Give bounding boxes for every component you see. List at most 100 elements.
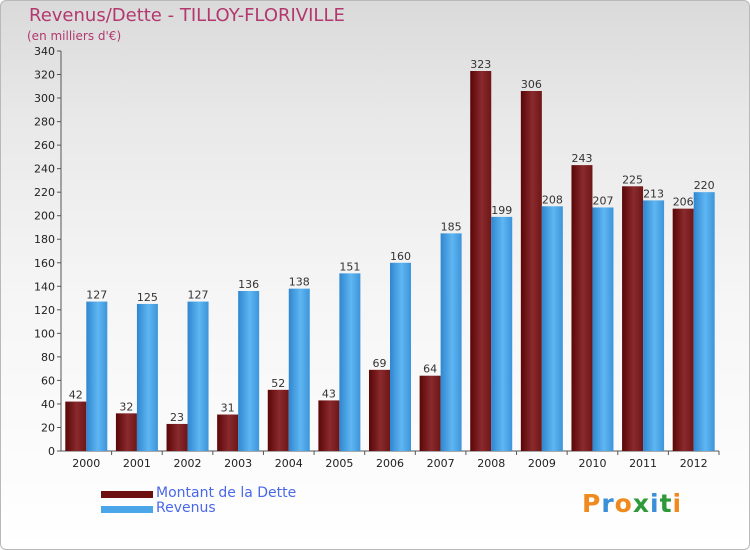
data-label: 127 xyxy=(86,289,107,302)
data-label: 151 xyxy=(339,260,360,273)
logo-letter: x xyxy=(632,489,650,518)
bar-revenus xyxy=(86,301,108,451)
x-tick-label: 2006 xyxy=(376,457,404,470)
bar-revenus xyxy=(339,273,361,451)
bar-dette xyxy=(369,369,390,451)
x-tick-label: 2000 xyxy=(72,457,100,470)
bar-dette xyxy=(470,71,492,451)
y-tick-label: 140 xyxy=(34,280,55,293)
bar-dette xyxy=(622,186,644,451)
bar-revenus xyxy=(136,303,158,451)
bar-revenus xyxy=(541,206,563,451)
bar-dette xyxy=(318,400,340,451)
x-tick-label: 2007 xyxy=(427,457,455,470)
data-label: 31 xyxy=(221,402,235,415)
data-label: 42 xyxy=(69,389,83,402)
y-tick-label: 240 xyxy=(34,163,55,176)
y-tick-label: 100 xyxy=(34,327,55,340)
y-tick-label: 120 xyxy=(34,304,55,317)
x-tick-label: 2004 xyxy=(275,457,303,470)
logo-letter: i xyxy=(672,489,683,518)
bar-revenus xyxy=(238,291,260,451)
bar-dette xyxy=(115,413,137,451)
data-label: 138 xyxy=(289,276,310,289)
data-label: 306 xyxy=(521,78,542,91)
y-tick-label: 320 xyxy=(34,69,55,82)
x-tick-label: 2010 xyxy=(578,457,606,470)
bar-dette xyxy=(571,165,593,451)
logo-letter: r xyxy=(601,489,615,518)
x-tick-label: 2001 xyxy=(123,457,151,470)
data-label: 52 xyxy=(271,377,285,390)
bar-revenus xyxy=(693,192,715,452)
legend-label-dette: Montant de la Dette xyxy=(156,485,297,501)
y-tick-label: 160 xyxy=(34,257,55,270)
proxiti-logo: Proxiti xyxy=(582,489,682,518)
y-tick-label: 0 xyxy=(48,445,55,458)
logo-letter: P xyxy=(582,489,602,518)
x-tick-label: 2003 xyxy=(224,457,252,470)
x-tick-label: 2012 xyxy=(680,457,708,470)
data-label: 64 xyxy=(423,363,437,376)
bar-revenus xyxy=(187,301,209,451)
logo-letter: t xyxy=(659,489,673,518)
data-label: 23 xyxy=(170,411,184,424)
data-label: 127 xyxy=(188,289,209,302)
data-label: 125 xyxy=(137,291,158,304)
data-label: 199 xyxy=(491,204,512,217)
y-tick-label: 220 xyxy=(34,186,55,199)
bar-dette xyxy=(217,414,239,451)
y-tick-label: 60 xyxy=(41,374,55,387)
logo-letter: o xyxy=(614,489,633,518)
y-tick-label: 180 xyxy=(34,233,55,246)
data-label: 69 xyxy=(373,357,387,370)
data-label: 206 xyxy=(673,196,694,209)
bar-revenus xyxy=(491,216,513,451)
y-tick-label: 340 xyxy=(34,45,55,58)
y-tick-label: 80 xyxy=(41,351,55,364)
chart-data-labels: 42 127 32 125 23 127 31 136 52 138 43 151 69 160 64 185… xyxy=(69,58,715,424)
data-label: 213 xyxy=(643,187,664,200)
bar-dette xyxy=(166,423,188,451)
x-tick-label: 2008 xyxy=(477,457,505,470)
bar-dette xyxy=(419,375,441,451)
data-label: 32 xyxy=(119,400,133,413)
x-tick-label: 2009 xyxy=(528,457,556,470)
chart-subtitle: (en milliers d'€) xyxy=(27,29,122,43)
y-tick-label: 20 xyxy=(41,421,55,434)
bar-revenus xyxy=(643,200,665,451)
data-label: 243 xyxy=(571,152,592,165)
logo-letter: i xyxy=(650,489,660,518)
chart-bars xyxy=(65,71,715,452)
bar-revenus xyxy=(440,233,462,451)
y-tick-label: 260 xyxy=(34,139,55,152)
y-tick-label: 200 xyxy=(34,210,55,223)
x-tick-label: 2011 xyxy=(629,457,657,470)
bar-revenus xyxy=(592,207,614,451)
data-label: 136 xyxy=(238,278,259,291)
y-tick-label: 300 xyxy=(34,92,55,105)
y-tick-label: 280 xyxy=(34,116,55,129)
bar-dette xyxy=(65,401,87,451)
data-label: 220 xyxy=(694,179,715,192)
bar-revenus xyxy=(390,262,411,451)
legend-swatch-dette xyxy=(101,491,153,498)
bar-dette xyxy=(520,91,542,451)
x-tick-label: 2005 xyxy=(325,457,353,470)
data-label: 207 xyxy=(592,194,613,207)
x-tick-label: 2002 xyxy=(174,457,202,470)
data-label: 208 xyxy=(542,193,563,206)
legend-swatch-revenus xyxy=(101,506,153,513)
data-label: 185 xyxy=(441,220,462,233)
bar-dette xyxy=(672,208,694,451)
data-label: 225 xyxy=(622,173,643,186)
data-label: 160 xyxy=(390,250,411,263)
y-tick-label: 40 xyxy=(41,398,55,411)
legend-label-revenus: Revenus xyxy=(156,500,216,516)
bar-revenus xyxy=(288,288,310,451)
chart-title: Revenus/Dette - TILLOY-FLORIVILLE xyxy=(29,5,345,26)
data-label: 323 xyxy=(470,58,491,71)
bar-dette xyxy=(267,389,289,451)
